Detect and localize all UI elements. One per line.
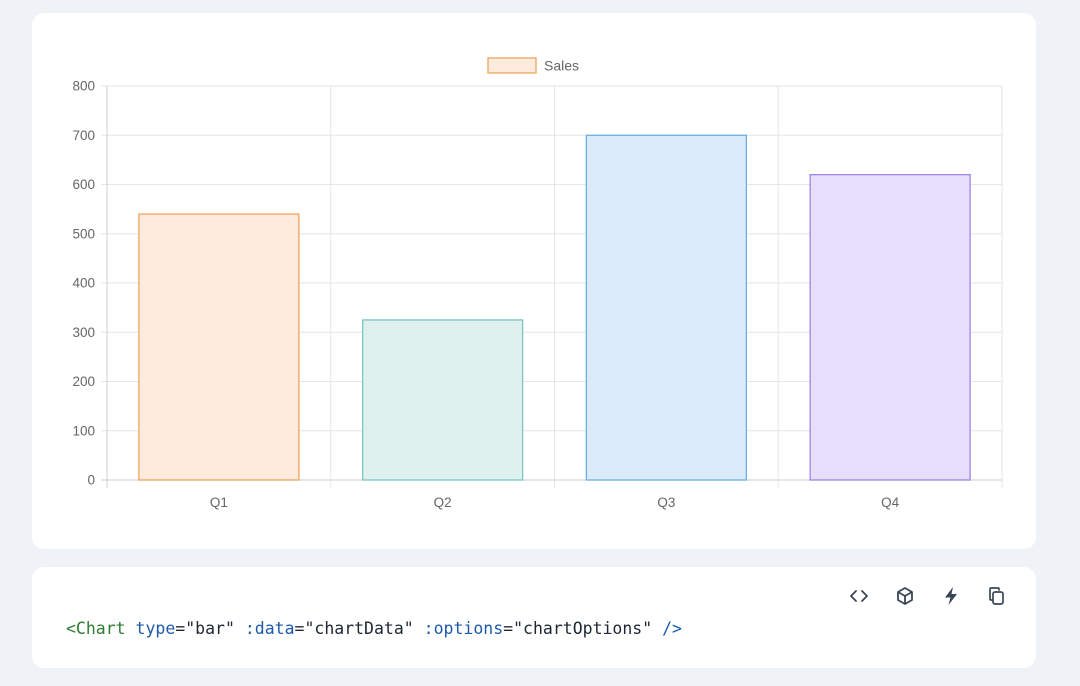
y-tick-label: 0	[87, 473, 95, 488]
y-tick-label: 300	[72, 325, 95, 340]
y-tick-label: 800	[72, 79, 95, 94]
code-icon	[850, 590, 868, 602]
bolt-icon	[945, 587, 957, 605]
x-tick-label: Q2	[434, 495, 452, 510]
code-attr-type: type	[135, 619, 176, 638]
code-tag-open: <Chart	[66, 619, 126, 638]
code-card: <Chart type="bar" :data="chartData" :opt…	[32, 567, 1036, 668]
x-tick-label: Q4	[881, 495, 900, 510]
code-val-options: "chartOptions"	[513, 619, 653, 638]
view-code-button[interactable]	[836, 584, 882, 608]
copy-button[interactable]	[974, 584, 1020, 608]
y-tick-label: 700	[72, 128, 95, 143]
code-val-type: "bar"	[185, 619, 235, 638]
bar-q4	[809, 173, 971, 481]
legend-swatch	[487, 57, 537, 74]
cube-icon	[897, 587, 913, 605]
legend-label: Sales	[544, 58, 579, 74]
y-tick-label: 200	[72, 374, 95, 389]
bar-q3	[585, 134, 748, 481]
x-tick-label: Q1	[210, 495, 228, 510]
code-toolbar	[836, 584, 1020, 608]
chart-card: 0 100 200 300 400 500 600 700 800 Q1 Q2 Q3 Q4 Sales	[32, 13, 1036, 549]
bar-chart: 0 100 200 300 400 500 600 700 800 Q1 Q2 Q3 Q4 Sales	[72, 57, 1003, 510]
bar-q2	[361, 319, 524, 481]
stackblitz-button[interactable]	[928, 584, 974, 608]
bar-q1	[138, 213, 300, 481]
copy-icon	[989, 587, 1004, 605]
code-attr-data: :data	[244, 619, 295, 638]
y-tick-label: 500	[72, 226, 95, 241]
y-tick-label: 600	[72, 177, 95, 192]
code-val-data: "chartData"	[304, 619, 414, 638]
code-attr-options: :options	[423, 619, 504, 638]
y-tick-label: 100	[72, 423, 95, 438]
y-tick-label: 400	[72, 276, 95, 291]
sandbox-button[interactable]	[882, 584, 928, 608]
x-tick-label: Q3	[657, 495, 675, 510]
code-snippet: <Chart type="bar" :data="chartData" :opt…	[66, 619, 682, 638]
code-tag-close: />	[662, 619, 682, 638]
